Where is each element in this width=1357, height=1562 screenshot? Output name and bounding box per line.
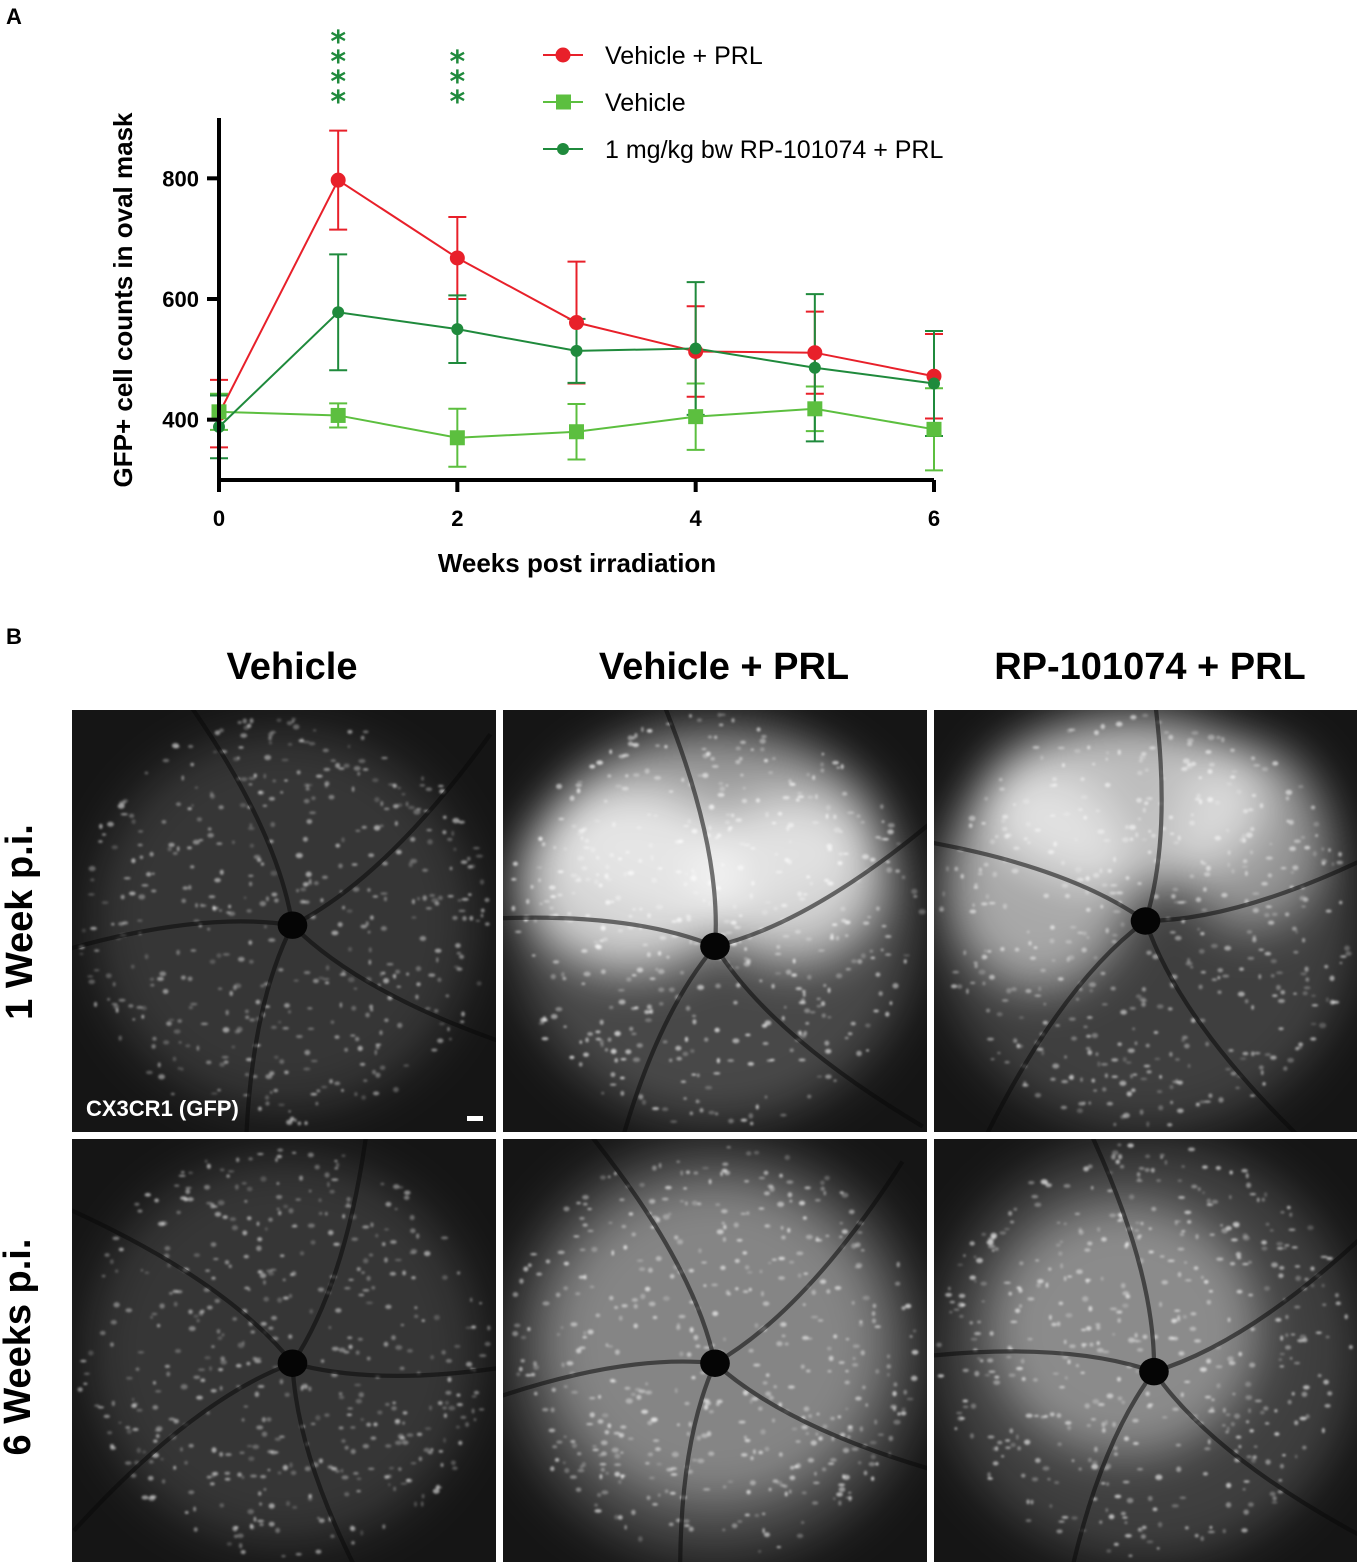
micrograph-rp-prl-1week [934,710,1357,1132]
point-1-1 [330,407,346,423]
legend-label-1: Vehicle [605,89,686,117]
micrograph-vehicle-6weeks [72,1139,496,1562]
point-2-6 [928,377,940,390]
point-1-4 [688,409,704,425]
legend-marker-1 [556,94,571,110]
point-2-5 [808,361,821,374]
point-0-3 [569,315,584,331]
y-tick-label-800: 800 [162,166,199,191]
micrograph-vehicle-prl-6weeks [503,1139,927,1562]
legend-marker-2 [557,143,569,155]
column-title-rp-prl: RP-101074 + PRL [994,646,1306,688]
column-title-vehicle-prl: Vehicle + PRL [598,646,850,688]
point-1-2 [449,430,465,446]
x-tick-label-2: 2 [451,506,463,531]
point-0-1 [330,172,346,188]
point-2-1 [332,306,345,319]
legend-marker-0 [555,47,571,63]
y-axis-label: GFP+ cell counts in oval mask [108,112,138,488]
point-2-3 [570,344,583,357]
y-tick-label-400: 400 [162,408,199,433]
x-tick-label-6: 6 [928,506,940,531]
point-1-3 [569,424,584,440]
micrograph-rp-prl-6weeks [934,1139,1357,1562]
significance-mark-0-3: * [330,85,346,120]
point-0-5 [807,345,823,361]
row-title-1-week: 1 Week p.i. [0,824,41,1020]
panel-a-label: A [6,4,22,29]
legend-label-2: 1 mg/kg bw RP-101074 + PRL [605,136,943,164]
significance-mark-1-1: * [449,65,465,100]
point-2-2 [451,323,464,336]
point-1-5 [807,401,823,417]
point-2-4 [689,342,702,355]
significance-mark-0-1: * [330,45,346,80]
significance-mark-1-0: * [449,45,465,80]
point-0-2 [449,250,465,266]
point-1-6 [926,421,942,437]
x-tick-label-0: 0 [213,506,225,531]
panel-b-label: B [6,624,22,649]
legend-label-0: Vehicle + PRL [605,42,763,70]
column-title-vehicle: Vehicle [226,646,358,688]
significance-mark-1-2: * [449,85,465,120]
micrograph-vehicle-1week [72,710,496,1132]
scale-bar [467,1116,483,1121]
stain-label: CX3CR1 (GFP) [86,1096,239,1121]
row-title-6-weeks: 6 Weeks p.i. [0,1238,39,1456]
significance-mark-0-0: * [330,25,346,60]
y-tick-label-600: 600 [162,287,199,312]
micrograph-vehicle-prl-1week [503,710,927,1132]
significance-mark-0-2: * [330,65,346,100]
x-axis-label: Weeks post irradiation [438,548,716,578]
x-tick-label-4: 4 [690,506,703,531]
